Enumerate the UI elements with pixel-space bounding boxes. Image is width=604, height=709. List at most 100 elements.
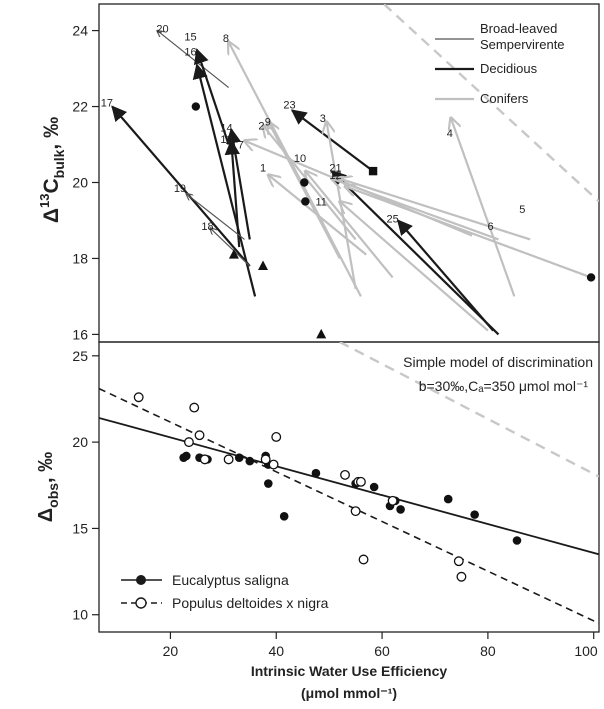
xtick-label-40: 40 — [268, 643, 284, 659]
legend-conifer-label: Conifers — [480, 91, 529, 106]
marker-triangle-7 — [316, 328, 327, 339]
arrow-12 — [332, 179, 499, 241]
arrow-label-23: 23 — [283, 100, 295, 112]
xtick-label-60: 60 — [374, 643, 390, 659]
xtick-label-100: 100 — [574, 643, 598, 659]
marker-square-4 — [368, 166, 378, 176]
top-ytick-label-20: 20 — [72, 174, 88, 190]
arrow-label-17: 17 — [101, 98, 113, 110]
arrow-label-10: 10 — [294, 153, 306, 165]
populus-point-14 — [387, 495, 398, 506]
populus-point-16 — [456, 571, 467, 582]
populus-point-6 — [260, 454, 271, 465]
marker-circle-2 — [301, 197, 310, 206]
top-y-ticks: 16 18 20 22 24 — [72, 23, 99, 342]
populus-point-15 — [453, 556, 464, 567]
arrow-label-15: 15 — [184, 31, 196, 43]
arrow-19 — [186, 194, 245, 240]
marker-circle-1 — [300, 178, 309, 187]
bottom-y-ticks: 10 15 20 25 — [72, 348, 99, 623]
bottom-panel-frame — [98, 341, 600, 633]
top-model-dashed-line — [382, 4, 599, 203]
arrow-1 — [268, 175, 367, 256]
arrow-label-13: 13 — [220, 134, 232, 146]
arrow-label-6: 6 — [487, 221, 493, 233]
bottom-model-line — [339, 342, 599, 478]
bottom-fit-lines — [99, 387, 599, 625]
arrow-9 — [268, 122, 341, 259]
populus-point-2 — [189, 402, 200, 413]
marker-circle-3 — [586, 273, 596, 282]
model-annotation-line1: Simple model of discrimination — [403, 354, 593, 370]
bottom-ytick-label-10: 10 — [72, 607, 88, 623]
arrow-label-12: 12 — [329, 170, 341, 182]
populus-point-0 — [133, 392, 144, 403]
arrow-label-9: 9 — [265, 117, 271, 129]
arrow-label-21: 21 — [329, 162, 341, 174]
arrow-18 — [210, 228, 251, 267]
eucalyptus-point-16 — [443, 494, 453, 504]
arrow-17 — [111, 105, 251, 267]
top-y-axis-label: Δ13Cbulk, ‰ — [37, 117, 67, 223]
arrow-5 — [340, 179, 531, 241]
arrow-label-7: 7 — [238, 140, 244, 152]
eucalyptus-point-10 — [311, 468, 321, 478]
top-ytick-label-24: 24 — [72, 23, 88, 39]
top-panel-frame — [98, 3, 600, 343]
bottom-ytick-label-20: 20 — [72, 434, 88, 450]
legend-eucalyptus-label: Eucalyptus saligna — [172, 572, 289, 588]
arrow-label-4: 4 — [447, 128, 453, 140]
eucalyptus-point-8 — [264, 479, 273, 488]
arrow-label-20: 20 — [156, 24, 168, 36]
arrow-4 — [451, 118, 516, 297]
eucalyptus-point-18 — [512, 536, 522, 545]
top-ytick-label-18: 18 — [72, 250, 88, 266]
xtick-label-80: 80 — [480, 643, 496, 659]
populus-point-9 — [340, 469, 350, 480]
legend-eucalyptus-marker — [136, 575, 146, 585]
eucalyptus-point-1 — [182, 451, 191, 461]
arrow-label-2: 2 — [258, 121, 264, 133]
populus-point-4 — [199, 454, 210, 465]
populus-point-1 — [183, 437, 194, 448]
eucalyptus-point-9 — [279, 512, 289, 521]
top-legend: Broad-leaved Sempervirente Decidious Con… — [435, 21, 565, 106]
bottom-ytick-label-15: 15 — [72, 520, 88, 536]
arrow-label-18: 18 — [201, 221, 213, 233]
top-arrows — [111, 31, 592, 336]
populus-point-5 — [223, 454, 234, 465]
arrow-21 — [330, 170, 500, 336]
populus-point-7 — [268, 459, 279, 470]
arrow-10 — [305, 171, 394, 279]
top-markers — [191, 102, 596, 339]
legend-populus-marker — [135, 597, 147, 609]
arrow-20 — [157, 31, 230, 89]
marker-circle-0 — [191, 102, 201, 111]
marker-triangle-5 — [228, 249, 239, 259]
legend-evergreen-label: Broad-leaved — [480, 21, 557, 36]
eucalyptus-fit-line — [99, 417, 599, 556]
populus-point-8 — [271, 431, 282, 442]
populus-point-3 — [194, 430, 205, 441]
populus-fit-line — [99, 387, 599, 625]
populus-point-13 — [358, 554, 369, 565]
legend-populus-label: Populus deltoides x nigra — [172, 595, 329, 611]
arrow-label-16: 16 — [184, 46, 196, 58]
x-ticks: 20 40 60 80 100 — [163, 632, 598, 659]
bottom-points — [133, 392, 522, 582]
bottom-legend: Eucalyptus saligna Populus deltoides x n… — [121, 572, 329, 611]
eucalyptus-point-12 — [369, 482, 379, 492]
legend-deciduous-label: Decidious — [480, 61, 538, 76]
x-axis-label-line2: (μmol mmol⁻¹) — [301, 685, 397, 701]
legend-evergreen-label-2: Sempervirente — [480, 37, 565, 52]
eucalyptus-point-15 — [396, 505, 405, 514]
x-axis-label-line1: Intrinsic Water Use Efficiency — [251, 663, 448, 679]
arrow-13 — [224, 139, 241, 248]
bottom-y-axis-label: Δobs, ‰ — [35, 452, 61, 522]
arrow-6 — [345, 186, 592, 279]
eucalyptus-point-17 — [470, 510, 479, 519]
top-model-line — [382, 4, 599, 203]
top-ytick-label-16: 16 — [72, 326, 88, 342]
